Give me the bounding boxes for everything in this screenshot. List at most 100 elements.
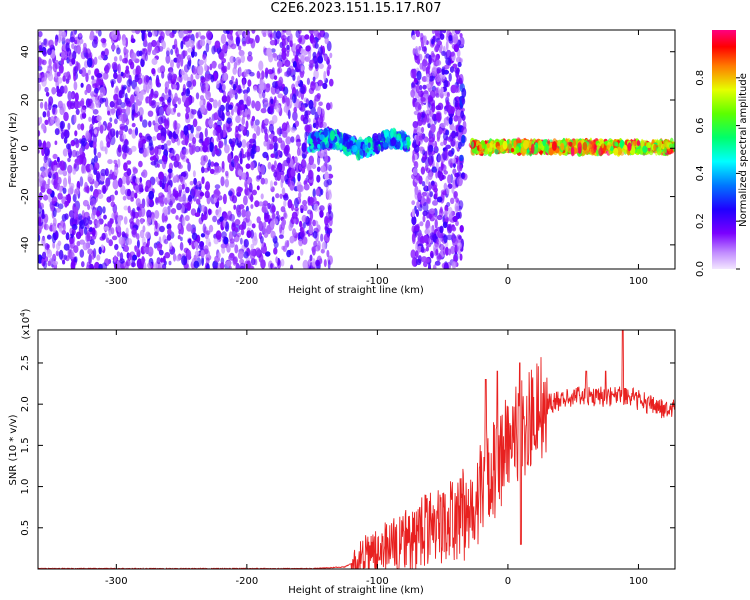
heatmap-cell	[204, 73, 211, 82]
heatmap-cell	[147, 246, 154, 257]
heatmap-cell	[312, 188, 316, 198]
heatmap-cell	[122, 133, 127, 140]
heatmap-cell	[437, 102, 444, 111]
heatmap-cell	[180, 129, 184, 139]
heatmap-cell	[118, 236, 125, 245]
heatmap-cell	[259, 81, 265, 92]
heatmap-cell	[52, 241, 56, 249]
heatmap-cell	[215, 200, 219, 209]
heatmap-cell	[436, 214, 443, 221]
heatmap-cell	[192, 137, 197, 145]
heatmap-cell	[171, 198, 176, 204]
heatmap-cell	[560, 142, 565, 151]
heatmap-cell	[146, 83, 150, 94]
heatmap-cell	[78, 32, 83, 38]
heatmap-cell	[422, 35, 428, 46]
heatmap-cell	[71, 43, 75, 50]
heatmap-cell	[578, 146, 582, 154]
heatmap-cell	[292, 228, 297, 237]
heatmap-cell	[135, 74, 141, 81]
heatmap-cell	[51, 106, 58, 116]
heatmap-cell	[548, 147, 554, 156]
heatmap-cell	[250, 243, 255, 250]
heatmap-cell	[159, 200, 165, 207]
heatmap-cell	[146, 30, 151, 33]
heatmap-cell	[92, 141, 97, 149]
heatmap-cell	[175, 47, 179, 58]
heatmap-cell	[136, 239, 140, 249]
heatmap-cell	[167, 72, 173, 81]
heatmap-cell	[56, 156, 60, 163]
heatmap-cell	[164, 119, 170, 130]
heatmap-cell	[123, 139, 129, 146]
x-tick-label: -300	[105, 576, 128, 587]
heatmap-cell	[244, 183, 248, 190]
heatmap-cell	[182, 72, 189, 81]
heatmap-cell	[65, 42, 70, 52]
heatmap-cell	[75, 108, 80, 115]
heatmap-cell	[273, 181, 278, 186]
heatmap-cell	[160, 257, 164, 263]
heatmap-cell	[460, 173, 465, 179]
heatmap-cell	[172, 120, 178, 130]
heatmap-cell	[419, 146, 425, 155]
heatmap-cell	[142, 169, 148, 178]
heatmap-cell	[246, 96, 252, 107]
heatmap-cell	[62, 170, 68, 177]
heatmap-cell	[349, 140, 354, 146]
snr-x-ticks: -300 -200 -100 0 100	[105, 330, 648, 587]
heatmap-cell	[99, 124, 104, 134]
heatmap-cell	[130, 210, 135, 220]
heatmap-cell	[178, 196, 184, 202]
heatmap-cell	[275, 104, 281, 113]
heatmap-cell	[264, 251, 271, 257]
heatmap-cell	[99, 86, 106, 97]
heatmap-cell	[411, 80, 417, 89]
heatmap-cell	[85, 72, 89, 83]
heatmap-cell	[598, 147, 603, 157]
heatmap-cell	[636, 140, 641, 147]
heatmap-cell	[434, 140, 438, 149]
heatmap-cell	[114, 190, 119, 196]
heatmap-cell	[530, 143, 535, 154]
heatmap-cell	[180, 56, 184, 67]
heatmap-cell	[420, 246, 425, 253]
heatmap-cell	[208, 208, 212, 216]
heatmap-cell	[319, 134, 325, 141]
heatmap-cell	[229, 252, 235, 259]
heatmap-cell	[124, 49, 129, 54]
heatmap-cell	[184, 135, 189, 146]
heatmap-cell	[312, 76, 316, 82]
heatmap-cell	[429, 58, 435, 63]
heatmap-cell	[38, 130, 41, 137]
heatmap-cell	[420, 166, 426, 175]
heatmap-cell	[109, 128, 116, 137]
heatmap-cell	[38, 30, 43, 38]
heatmap-cell	[264, 67, 269, 76]
heatmap-cell	[432, 200, 438, 206]
heatmap-cell	[144, 52, 148, 62]
heatmap-cell	[205, 90, 212, 101]
heatmap-cell	[103, 226, 110, 231]
heatmap-cell	[537, 140, 543, 149]
heatmap-cell	[239, 150, 243, 158]
heatmap-cell	[45, 141, 51, 149]
heatmap-cell	[203, 155, 209, 163]
heatmap-cell	[225, 102, 230, 113]
snr-x-label: Height of straight line (km)	[288, 585, 424, 596]
heatmap-cell	[48, 58, 52, 67]
heatmap-cell	[216, 136, 220, 142]
heatmap-cell	[177, 112, 181, 117]
heatmap-cell	[307, 51, 312, 61]
heatmap-cell	[275, 30, 282, 39]
heatmap-cell	[241, 172, 247, 180]
colorbar: 0.00.20.40.60.8 Normalized spectral ampl…	[695, 30, 749, 277]
heatmap-cell	[630, 147, 636, 156]
heatmap-cell	[193, 177, 198, 186]
heatmap-cell	[155, 176, 159, 183]
heatmap-cell	[429, 158, 432, 167]
heatmap-cell	[455, 131, 459, 137]
heatmap-cell	[217, 262, 221, 269]
heatmap-cell	[223, 236, 229, 245]
heatmap-cell	[263, 228, 267, 234]
